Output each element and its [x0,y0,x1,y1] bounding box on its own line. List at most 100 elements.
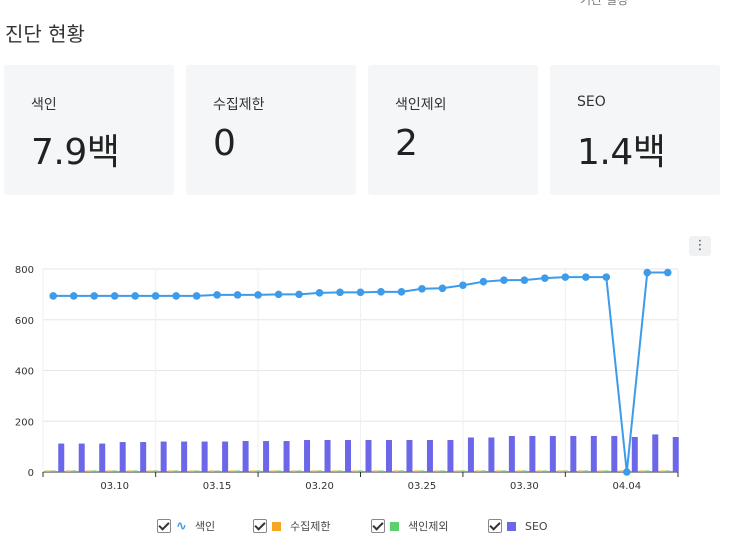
color-swatch-icon [272,521,281,531]
legend-item-crawl-limit[interactable]: 수집제한 [253,518,330,534]
checkbox-icon[interactable] [371,519,385,533]
x-tick-label: 03.25 [408,481,437,492]
bar-수집제한 [229,470,235,472]
y-tick-label: 800 [15,265,34,276]
data-point-index [315,289,324,297]
bar-SEO [201,441,208,472]
data-point-index [110,292,119,300]
bar-색인제외 [255,470,261,472]
data-point-index [336,288,344,297]
data-point-index [479,277,488,286]
data-point-index [69,292,78,300]
bar-SEO [508,435,515,472]
bar-색인제외 [317,470,323,472]
bar-색인제외 [603,470,609,472]
x-tick-label: 04.04 [612,481,641,492]
checkbox-icon[interactable] [253,519,267,533]
bar-수집제한 [291,470,297,472]
bar-수집제한 [639,470,645,472]
legend-item-index-excluded[interactable]: 색인제외 [371,518,448,534]
bar-SEO [58,443,65,472]
data-point-index [438,284,447,293]
bar-SEO [631,436,638,472]
bar-수집제한 [86,470,92,472]
bar-SEO [119,442,126,472]
card-label: 색인 [31,97,57,113]
data-point-index [561,273,570,281]
bar-SEO [488,437,495,472]
data-point-index [295,290,303,299]
bar-색인제외 [398,470,404,472]
bar-색인제외 [521,470,527,472]
bar-색인제외 [542,470,548,472]
bar-SEO [78,443,85,472]
x-tick-label: 03.10 [100,481,129,492]
bar-수집제한 [106,470,112,472]
data-point-index [541,274,549,282]
card-value: 2 [395,123,418,164]
data-point-index [233,291,242,299]
data-point-index [397,288,406,296]
card-label: 수집제한 [213,97,265,113]
bar-색인제외 [439,470,445,472]
bar-SEO [345,440,352,472]
bar-SEO [160,441,167,472]
data-point-index [131,292,139,300]
bar-색인제외 [71,470,77,472]
data-point-index [459,281,467,290]
y-tick-label: 0 [28,468,34,479]
bar-SEO [652,434,659,472]
bar-수집제한 [454,470,460,472]
legend-item-seo[interactable]: SEO [488,518,548,534]
bar-색인제외 [276,470,282,472]
legend-label: 수집제한 [290,520,331,533]
data-point-index [500,276,508,284]
bar-색인제외 [378,470,384,472]
more-options-icon[interactable]: ⋮ [689,236,711,256]
bar-수집제한 [168,470,174,472]
card-index: 색인 7.9백 [4,65,174,195]
bar-SEO [447,440,454,472]
chart-legend: ∿ 색인 수집제한 색인제외 SEO [0,518,750,534]
bar-색인제외 [214,470,220,472]
card-crawl-limit: 수집제한 0 [186,65,356,195]
bar-수집제한 [147,470,153,472]
data-point-index [418,284,426,293]
bar-수집제한 [393,470,399,472]
legend-label: SEO [525,519,548,533]
bar-수집제한 [659,470,665,472]
bar-SEO [385,440,392,472]
bar-색인제외 [132,470,138,472]
bar-수집제한 [434,470,440,472]
bar-SEO [365,440,372,472]
bar-색인제외 [665,470,671,472]
bar-색인제외 [235,470,241,472]
y-tick-label: 600 [15,316,34,327]
data-point-index [622,468,631,476]
bar-수집제한 [413,470,419,472]
color-swatch-icon [507,521,516,531]
y-tick-label: 200 [15,417,34,428]
checkbox-icon[interactable] [157,519,171,533]
legend-item-index[interactable]: ∿ 색인 [157,518,215,534]
legend-label: 색인제외 [408,520,449,533]
bar-수집제한 [332,470,338,472]
bar-수집제한 [495,470,501,472]
bar-SEO [283,441,290,472]
data-point-index [213,291,221,299]
bar-SEO [99,443,106,472]
bar-수집제한 [536,470,542,472]
bar-색인제외 [644,470,650,472]
bar-색인제외 [583,470,589,472]
bar-SEO [570,435,577,472]
bar-색인제외 [91,470,97,472]
bar-수집제한 [352,470,358,472]
bar-색인제외 [50,470,56,472]
data-point-index [520,276,529,284]
card-value: 1.4백 [577,132,666,173]
color-swatch-icon [390,521,399,531]
data-point-index [90,292,99,300]
checkbox-icon[interactable] [488,519,502,533]
bar-색인제외 [358,470,363,472]
bar-수집제한 [372,470,378,472]
